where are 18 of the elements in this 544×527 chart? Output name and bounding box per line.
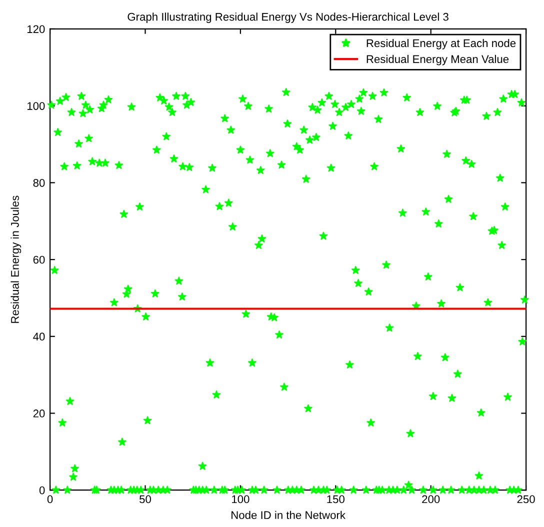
y-tick-label: 0 xyxy=(39,486,45,494)
legend-label: Residual Energy Mean Value xyxy=(366,54,509,66)
x-axis-title: Node ID in the Network xyxy=(232,510,346,520)
legend-label: Residual Energy at Each node xyxy=(366,38,516,50)
x-tick-label: 100 xyxy=(232,495,250,504)
chart-title: Graph Illustrating Residual Energy Vs Nodes-Hierarchical Level 3 xyxy=(128,12,448,23)
x-tick-label: 250 xyxy=(517,495,535,504)
y-tick-label: 100 xyxy=(28,102,45,110)
y-tick-label: 120 xyxy=(28,25,45,34)
y-tick-label: 60 xyxy=(33,256,45,264)
y-tick-label: 80 xyxy=(33,178,45,187)
x-tick-label: 0 xyxy=(47,495,53,504)
x-tick-label: 200 xyxy=(422,495,440,504)
y-tick-label: 40 xyxy=(33,332,45,341)
y-axis-title: Residual Energy in Joules xyxy=(10,196,22,323)
x-tick-label: 50 xyxy=(140,495,151,504)
y-tick-label: 20 xyxy=(33,410,45,418)
x-tick-label: 150 xyxy=(327,495,344,504)
